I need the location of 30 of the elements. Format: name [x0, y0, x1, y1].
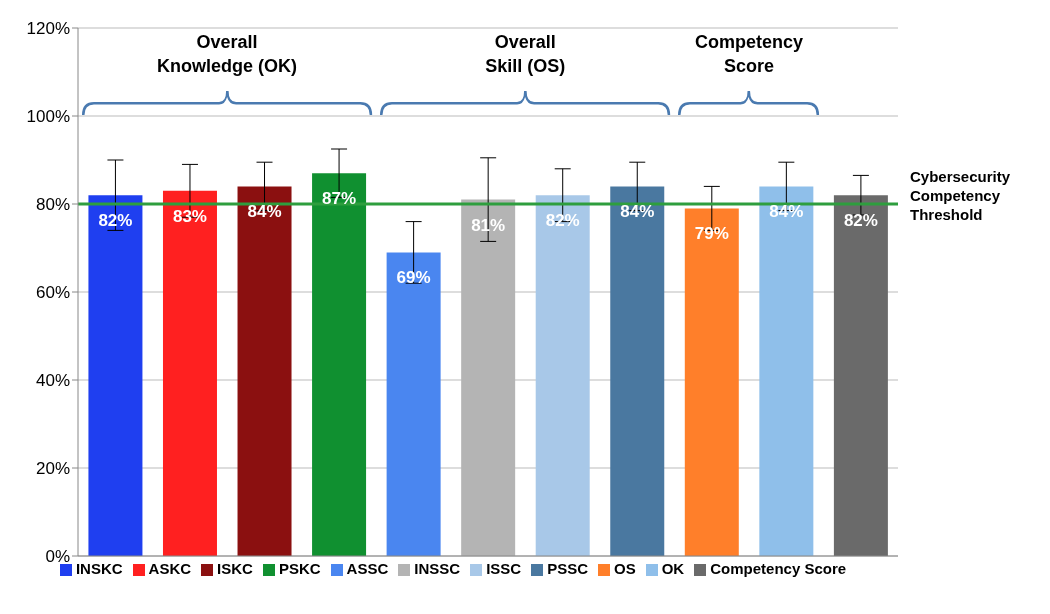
y-tick-label: 80%	[35, 195, 70, 215]
y-tick-label: 40%	[35, 371, 70, 391]
y-tick-label: 60%	[35, 283, 70, 303]
data-label: 84%	[769, 202, 804, 222]
legend-label: PSSC	[547, 560, 589, 577]
data-label: 79%	[694, 224, 729, 244]
annotation: Competency Score	[693, 31, 804, 78]
data-label: 83%	[172, 206, 207, 226]
data-label: 84%	[247, 202, 282, 222]
legend-label: Competency Score	[710, 560, 847, 577]
legend-label: ISKC	[217, 560, 253, 577]
annotation: Overall Knowledge (OK)	[156, 31, 299, 78]
data-label: 82%	[545, 211, 580, 231]
y-tick-label: 100%	[26, 107, 70, 127]
legend-label: OK	[661, 560, 685, 577]
legend-label: INSKC	[75, 560, 123, 577]
data-label: 87%	[322, 189, 357, 209]
legend-label: PSKC	[278, 560, 321, 577]
legend-label: INSSC	[414, 560, 461, 577]
legend-label: ASSC	[346, 560, 389, 577]
legend-label: OS	[614, 560, 636, 577]
y-tick-label: 0%	[45, 547, 70, 567]
y-tick-label: 120%	[26, 19, 70, 39]
ref-line-label: Cybersecurity Competency Threshold	[910, 168, 1011, 223]
annotation: Overall Skill (OS)	[484, 31, 567, 78]
legend-label: ISSC	[486, 560, 522, 577]
legend-label: ASKC	[148, 560, 192, 577]
data-label: 84%	[620, 202, 655, 222]
data-label: 82%	[843, 211, 878, 231]
y-tick-label: 20%	[35, 459, 70, 479]
